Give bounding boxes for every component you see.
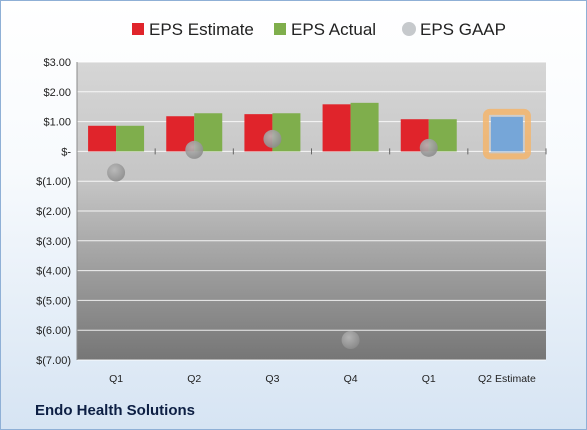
y-tick-label: $(1.00) [36,176,71,188]
eps-estimate-bar [322,104,351,152]
x-tick-label: Q1 [109,373,123,385]
y-tick-label: $- [61,146,71,158]
eps-gaap-point [263,129,282,148]
y-tick-label: $(7.00) [36,355,71,367]
y-tick-label: $3.00 [43,57,71,69]
y-tick-label: $(6.00) [36,325,71,337]
q2-estimate-bar [490,116,523,152]
legend-label: EPS GAAP [420,20,506,39]
eps-gaap-point [419,138,438,157]
x-tick-label: Q2 [187,373,201,385]
eps-gaap-point [185,140,204,159]
x-tick-label: Q2 Estimate [478,373,536,385]
y-tick-label: $(3.00) [36,236,71,248]
gaap-points [107,129,438,350]
eps-gaap-point [341,331,360,350]
y-tick-label: $(4.00) [36,266,71,278]
eps-actual-bar [350,102,379,152]
y-tick-label: $1.00 [43,117,71,129]
estimate-highlight [482,108,531,160]
bar-marks [88,102,531,160]
y-axis-ticks: $3.00 $2.00 $1.00 $- $(1.00) $(2.00) $(3.00) $(… [36,57,71,367]
eps-gaap-point [107,163,126,182]
eps-actual-bar [116,125,145,152]
legend-label: EPS Estimate [149,20,254,39]
x-axis-ticks: Q1 Q2 Q3 Q4 Q1 Q2 Estimate [109,373,536,385]
legend-marker [274,23,286,35]
legend-label: EPS Actual [291,20,376,39]
eps-estimate-bar [88,125,117,152]
legend: EPS Estimate EPS Actual EPS GAAP [132,20,506,39]
y-tick-label: $2.00 [43,87,71,99]
company-name: Endo Health Solutions [35,402,195,419]
y-tick-label: $(5.00) [36,295,71,307]
x-tick-label: Q4 [344,373,358,385]
x-tick-label: Q3 [265,373,279,385]
y-tick-label: $(2.00) [36,206,71,218]
x-tick-label: Q1 [422,373,436,385]
legend-marker [132,23,144,35]
legend-marker [402,22,416,36]
gridlines [76,61,547,361]
